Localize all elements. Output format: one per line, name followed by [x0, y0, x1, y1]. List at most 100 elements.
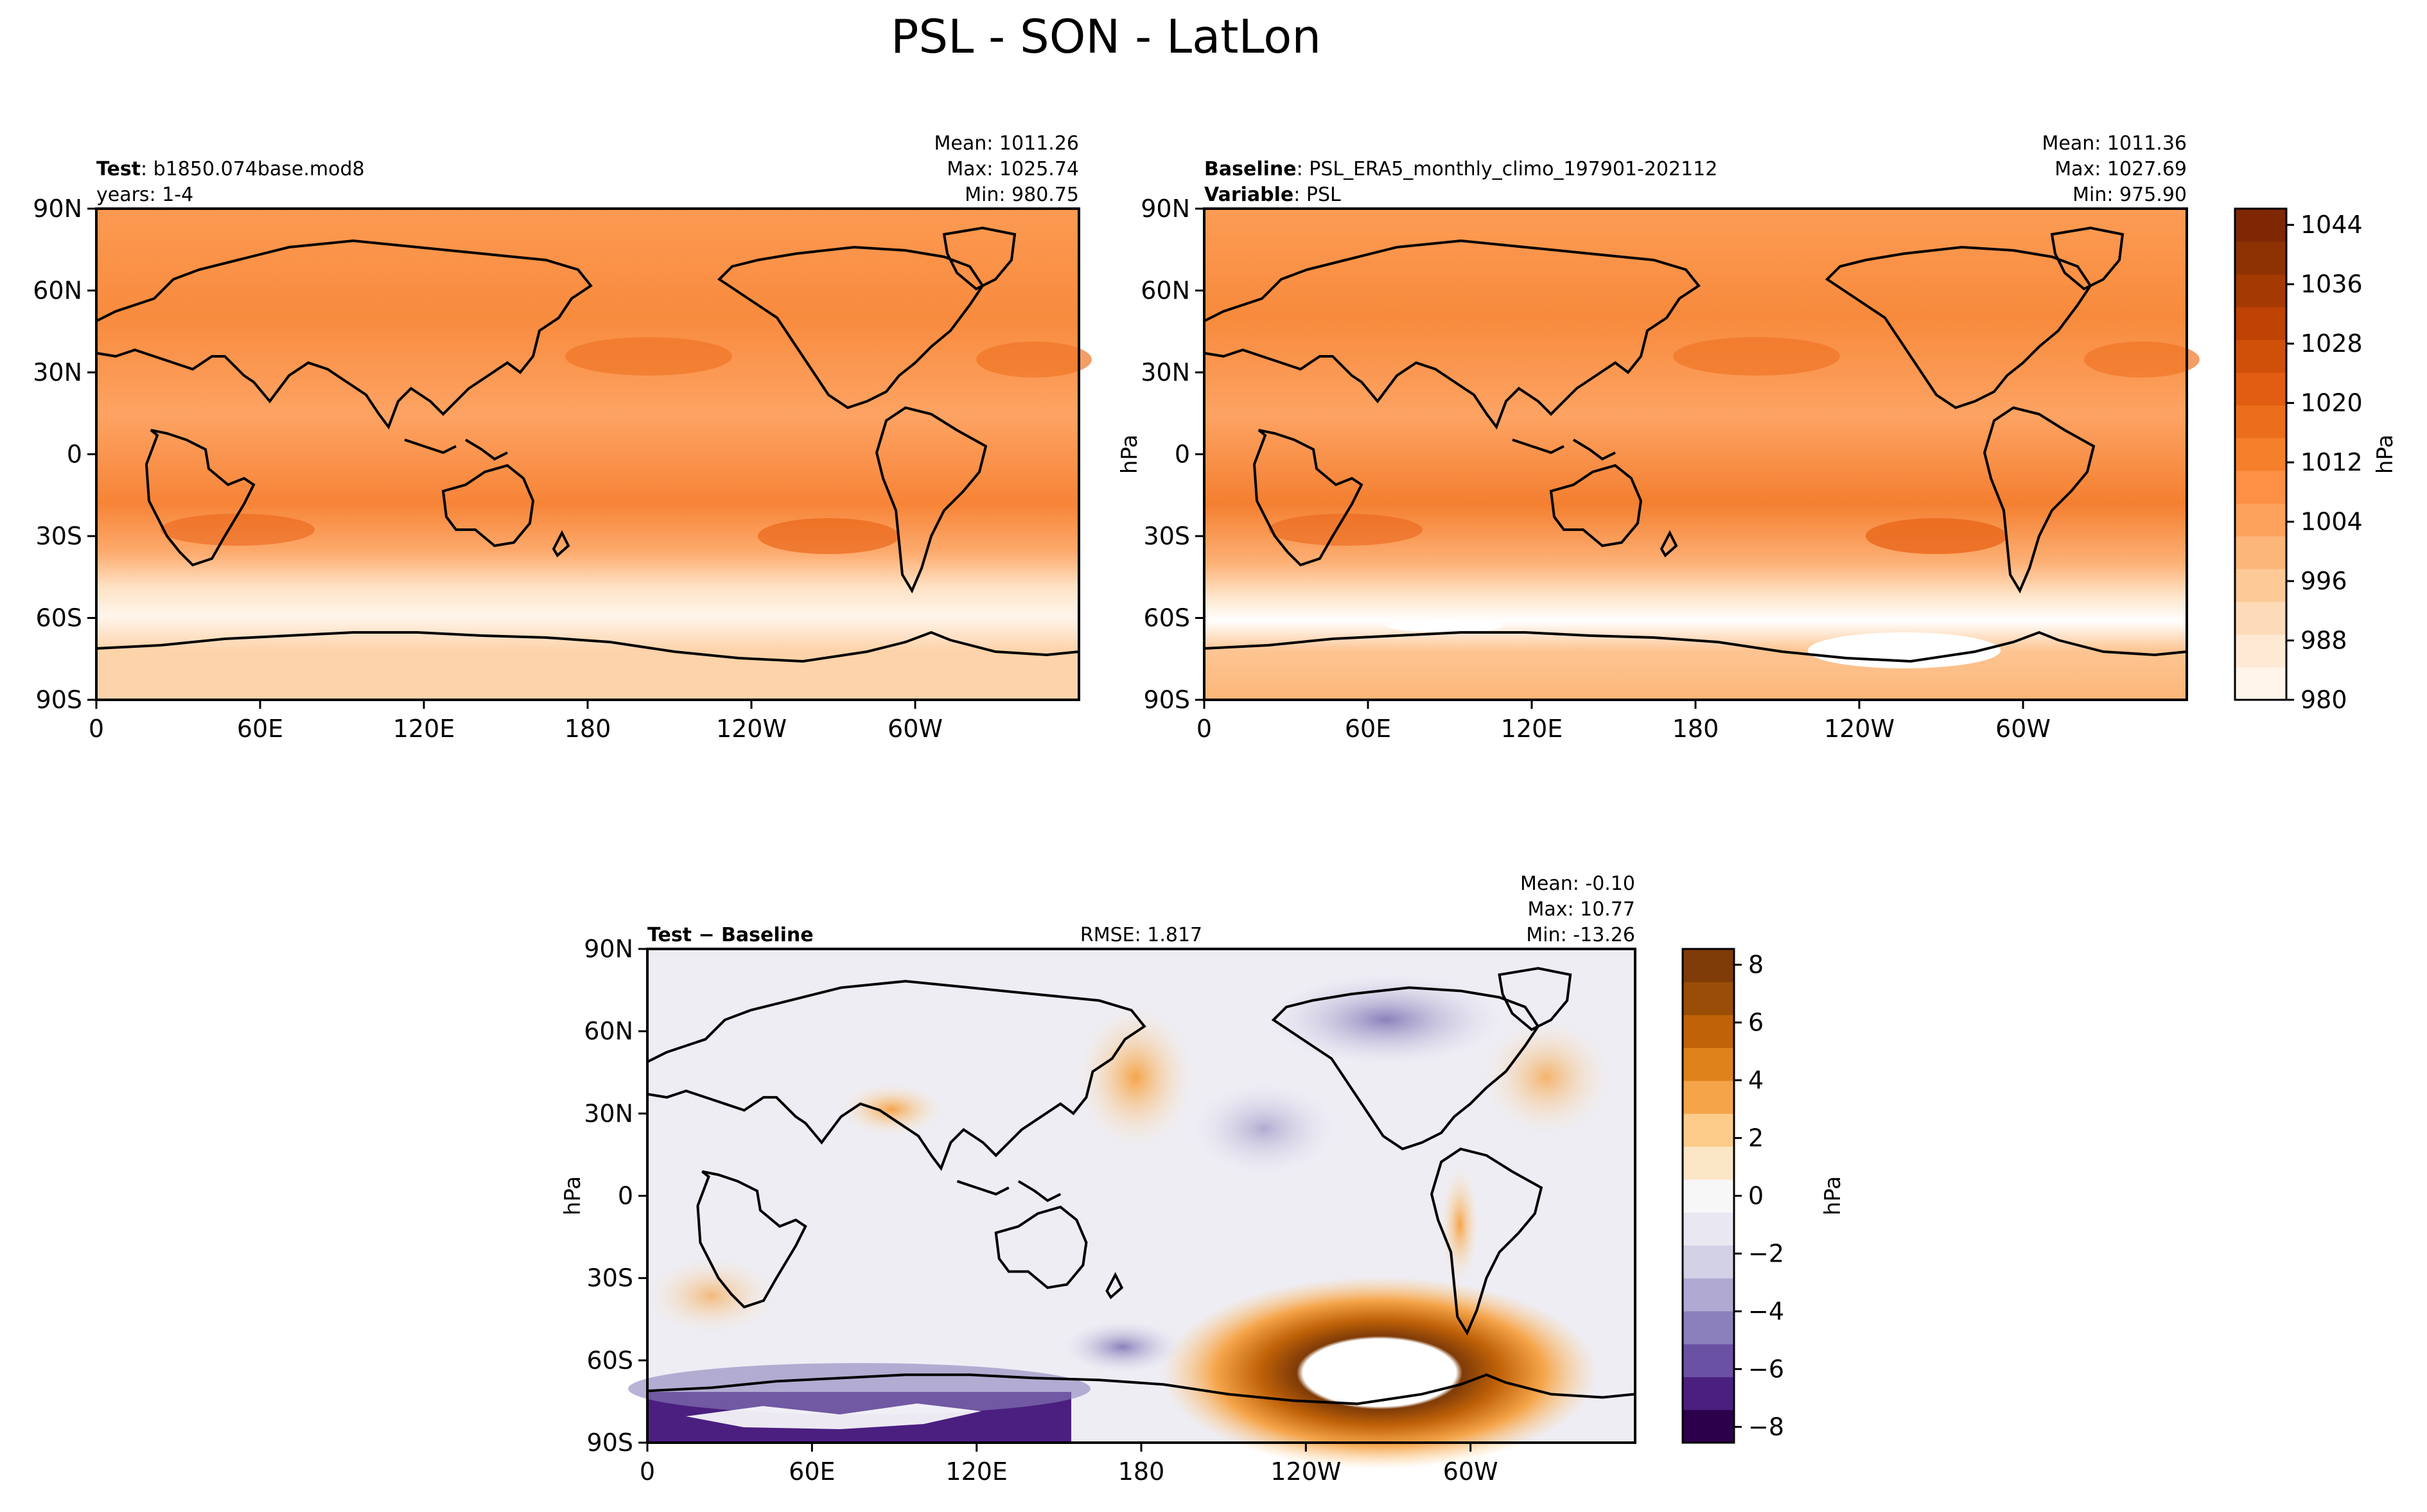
- abs-colorbar-tick: 1028: [2300, 329, 2363, 358]
- baseline-lat-tick: 30S: [1144, 522, 1190, 550]
- test-title-text: years: 1-4: [96, 184, 193, 206]
- abs-colorbar-swatch: [2235, 471, 2286, 504]
- test-lat-tick: 60N: [33, 277, 82, 305]
- test-lon-tick: 0: [89, 715, 104, 743]
- diff-colorbar-tick: −4: [1748, 1297, 1784, 1325]
- abs-colorbar-swatch: [2235, 209, 2286, 242]
- diff-colorbar-swatch: [1683, 1179, 1734, 1213]
- diff-colorbar-swatch: [1683, 1344, 1734, 1377]
- diff-colorbar-swatch: [1683, 1410, 1734, 1443]
- baseline-lon-tick: 180: [1672, 715, 1719, 743]
- baseline-title-line: Variable: PSL: [1204, 184, 1341, 206]
- abs-colorbar-tick: 1044: [2300, 211, 2363, 239]
- baseline-ylabel: hPa: [1117, 435, 1143, 474]
- baseline-lon-tick: 60W: [1995, 715, 2051, 743]
- diff-lat-tick: 90N: [584, 935, 633, 963]
- diff-lat-tick: 30S: [587, 1264, 633, 1292]
- baseline-title-text: : PSL: [1293, 184, 1341, 206]
- diff-lon-tick: 180: [1118, 1457, 1165, 1486]
- diff-title-line: Test − Baseline: [647, 924, 814, 946]
- diff-colorbar-swatch: [1683, 949, 1734, 982]
- baseline-title-text: : PSL_ERA5_monthly_climo_197901-202112: [1297, 158, 1718, 180]
- abs-colorbar-tick: 1036: [2300, 270, 2363, 299]
- diff-colorbar-swatch: [1683, 1377, 1734, 1410]
- baseline-high-indian-s: [1268, 514, 1423, 546]
- diff-neg-spacific: [1065, 1321, 1180, 1373]
- diff-neg-arctic: [1270, 975, 1502, 1064]
- diff-colorbar-swatch: [1683, 1212, 1734, 1246]
- diff-stat: Max: 10.77: [1527, 898, 1635, 921]
- abs-colorbar-swatch: [2235, 634, 2286, 668]
- abs-colorbar-tick: 1020: [2300, 389, 2363, 417]
- test-high-pacific-s: [758, 518, 899, 554]
- baseline-title-line: Baseline: PSL_ERA5_monthly_climo_197901-…: [1204, 158, 1717, 180]
- diff-lon-tick: 120W: [1270, 1457, 1341, 1486]
- diff-colorbar-swatch: [1683, 1113, 1734, 1147]
- diff-colorbar-tick: 2: [1748, 1124, 1764, 1152]
- diff-colorbar-swatch: [1683, 1048, 1734, 1081]
- test-lat-tick: 60S: [36, 604, 82, 632]
- abs-colorbar-swatch: [2235, 307, 2286, 340]
- diff-colorbar-tick: 8: [1748, 951, 1764, 979]
- diff-colorbar-swatch: [1683, 982, 1734, 1015]
- diff-colorbar-label: hPa: [1820, 1176, 1846, 1215]
- diff-pos-npacific: [1078, 1007, 1193, 1148]
- baseline-high-pacific-n: [1673, 337, 1840, 376]
- diff-lat-tick: 30N: [584, 1099, 633, 1127]
- diff-lat-tick: 60S: [587, 1346, 633, 1375]
- test-lon-tick: 120W: [716, 715, 787, 743]
- test-title-line: years: 1-4: [96, 184, 193, 206]
- test-stat: Mean: 1011.26: [934, 132, 1079, 155]
- baseline-lat-tick: 60S: [1144, 604, 1190, 632]
- diff-rmse: RMSE: 1.817: [1080, 924, 1202, 946]
- diff-colorbar-swatch: [1683, 1245, 1734, 1278]
- diff-lon-tick: 0: [640, 1457, 655, 1486]
- test-lat-tick: 90S: [36, 686, 82, 714]
- diff-colorbar-swatch: [1683, 1278, 1734, 1312]
- panel-baseline-map: [1204, 209, 2200, 700]
- baseline-lon-tick: 0: [1196, 715, 1212, 743]
- abs-colorbar-swatch: [2235, 274, 2286, 308]
- baseline-lat-tick: 90N: [1141, 195, 1190, 223]
- baseline-stat: Min: 975.90: [2072, 184, 2187, 206]
- abs-colorbar-swatch: [2235, 340, 2286, 373]
- abs-colorbar-tick: 1012: [2300, 448, 2363, 476]
- test-lon-tick: 60E: [237, 715, 283, 743]
- diff-colorbar-swatch: [1683, 1311, 1734, 1344]
- baseline-lat-tick: 0: [1175, 440, 1190, 469]
- test-stat: Max: 1025.74: [947, 158, 1079, 180]
- diff-ylabel: hPa: [560, 1176, 586, 1215]
- diff-pos-natlantic: [1482, 1020, 1611, 1135]
- baseline-title-bold: Variable: [1204, 184, 1293, 206]
- test-lat-tick: 0: [67, 440, 82, 469]
- abs-colorbar-swatch: [2235, 438, 2286, 471]
- test-lon-tick: 60W: [888, 715, 943, 743]
- baseline-lat-tick: 30N: [1141, 358, 1190, 387]
- baseline-stat: Mean: 1011.36: [2042, 132, 2187, 155]
- abs-colorbar-swatch: [2235, 569, 2286, 602]
- diff-lat-tick: 0: [618, 1182, 633, 1210]
- abs-colorbar-swatch: [2235, 405, 2286, 439]
- test-high-atlantic-n: [976, 342, 1092, 378]
- abs-colorbar-swatch: [2235, 503, 2286, 537]
- panel-difference-map: [628, 949, 1635, 1469]
- diff-colorbar-tick: −8: [1748, 1412, 1784, 1441]
- abs-colorbar-tick: 988: [2300, 627, 2347, 655]
- diff-colorbar-tick: 0: [1748, 1182, 1764, 1210]
- diff-colorbar-tick: −6: [1748, 1355, 1784, 1383]
- abs-colorbar-swatch: [2235, 241, 2286, 275]
- test-stat: Min: 980.75: [965, 184, 1079, 206]
- baseline-stat: Max: 1027.69: [2055, 158, 2187, 180]
- diff-stat: Min: -13.26: [1526, 924, 1635, 946]
- abs-colorbar-tick: 1004: [2300, 508, 2363, 536]
- diff-pos-southern: [1161, 1276, 1598, 1469]
- diff-pos-tibet: [840, 1084, 943, 1135]
- diff-colorbar-swatch: [1683, 1081, 1734, 1114]
- baseline-low-indian: [1387, 620, 1503, 632]
- test-high-pacific-n: [565, 337, 732, 376]
- diff-title-bold: Test − Baseline: [647, 924, 814, 946]
- abs-colorbar-swatch: [2235, 667, 2286, 700]
- test-title-text: : b1850.074base.mod8: [141, 158, 365, 180]
- diff-pos-andes: [1441, 1167, 1479, 1283]
